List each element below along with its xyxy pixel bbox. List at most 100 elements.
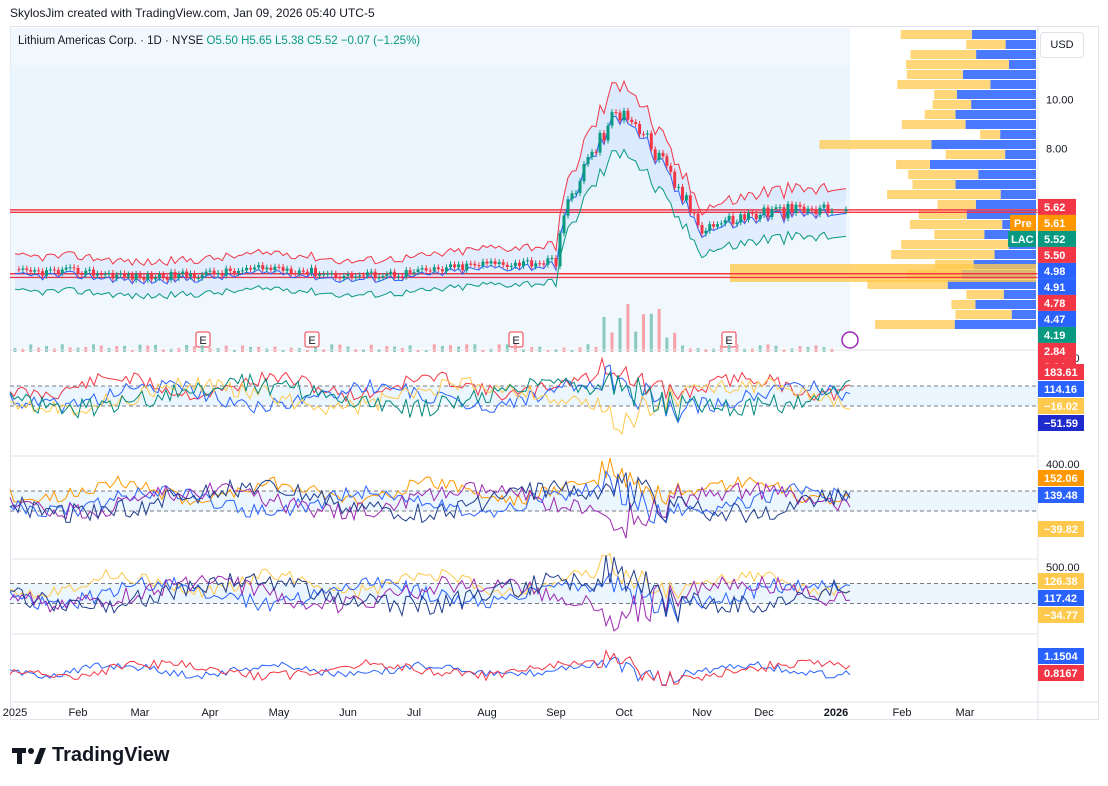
pane-value-tag <box>1038 607 1084 623</box>
volume-bar <box>154 344 158 352</box>
volume-bar <box>513 344 517 352</box>
tradingview-brand[interactable]: TradingView <box>12 744 169 767</box>
candle-body <box>509 265 513 267</box>
volume-profile-up-bar <box>1011 310 1036 319</box>
volume-bar <box>338 344 342 352</box>
time-tick-label: Jul <box>407 707 421 719</box>
candle-body <box>453 264 457 268</box>
volume-bar <box>130 349 134 352</box>
symbol-info: Lithium Americas Corp. · 1D · NYSE O5.50… <box>18 35 420 47</box>
volume-bar <box>330 344 334 352</box>
volume-profile-down-bar <box>966 40 1006 49</box>
candle-body <box>538 263 542 265</box>
volume-profile-down-bar <box>900 30 972 39</box>
volume-profile-up-bar <box>975 200 1036 209</box>
volume-bar <box>449 345 452 352</box>
volume-profile-down-bar <box>966 290 1004 299</box>
candle-body <box>481 261 485 266</box>
pane-value-text: −16.02 <box>1044 401 1078 413</box>
pre-market-label: Pre <box>1014 218 1032 230</box>
time-tick-label: Mar <box>131 707 150 719</box>
volume-profile-down-bar <box>909 220 1003 229</box>
oscillator-line <box>9 555 851 622</box>
volume-bar <box>758 345 762 352</box>
candle-body <box>794 204 798 214</box>
volume-bar <box>224 345 228 352</box>
low-value: L5.38 <box>274 35 304 47</box>
candle-body <box>314 267 318 276</box>
pane-value-tag <box>1038 487 1084 503</box>
candle-body <box>404 270 408 277</box>
candle-body <box>37 270 41 272</box>
volume-bar <box>416 349 420 352</box>
volume-profile-up-bar <box>976 50 1036 59</box>
pane-value-text: −36.78 <box>1044 507 1078 519</box>
time-tick-label: Sep <box>546 707 566 719</box>
candle-body <box>618 112 622 121</box>
volume-profile-up-bar <box>955 180 1036 189</box>
time-tick-label: Oct <box>615 707 632 719</box>
pane-value-tag <box>1038 590 1084 606</box>
candle-body <box>493 261 497 265</box>
time-tick-label: Jun <box>339 707 357 719</box>
volume-bar <box>123 345 126 352</box>
candle-body <box>277 266 281 268</box>
candle-body <box>582 164 586 182</box>
candle-body <box>33 270 37 272</box>
symbol-name: Lithium Americas Corp. · 1D · NYSE <box>18 35 204 47</box>
volume-bar <box>610 332 614 352</box>
chart-frame <box>10 26 1099 720</box>
open-value: O5.50 <box>206 35 238 47</box>
pane-value-tag <box>1038 470 1084 486</box>
candle-body <box>346 274 350 276</box>
candle-body <box>196 277 200 279</box>
volume-bar <box>626 304 630 352</box>
pane-value-text: −34.77 <box>1044 610 1078 622</box>
earnings-marker-label: E <box>512 335 519 347</box>
volume-profile-down-bar <box>901 120 966 129</box>
candle-body <box>157 274 161 278</box>
candle-body <box>505 264 509 267</box>
price-label-text: 4.19 <box>1044 330 1065 342</box>
volume-bar <box>185 344 189 352</box>
time-tick-label: Nov <box>692 707 712 719</box>
candle-body <box>747 212 750 220</box>
volume-profile-up-bar <box>994 250 1036 259</box>
candle-body <box>185 271 189 277</box>
candle-body <box>798 204 802 207</box>
volume-bar <box>99 345 103 352</box>
candle-body <box>526 260 530 262</box>
dividend-icon[interactable] <box>841 331 859 349</box>
price-label-tag <box>1038 246 1076 263</box>
volume-bar <box>546 349 550 352</box>
volume-profile-down-bar <box>896 160 930 169</box>
candle-body <box>578 181 582 193</box>
candle-body <box>830 211 834 213</box>
volume-profile-down-bar <box>906 70 963 79</box>
pane-value-text: 1.1504 <box>1044 651 1079 663</box>
candle-body <box>220 273 224 276</box>
basis-line <box>14 113 847 285</box>
candle-body <box>330 273 334 275</box>
volume-profile-up-bar <box>931 140 1036 149</box>
earnings-marker[interactable] <box>304 331 320 348</box>
price-label-text: 4.47 <box>1044 314 1065 326</box>
volume-bar <box>457 346 461 352</box>
volume-profile-up-bar <box>971 100 1036 109</box>
volume-bar <box>766 344 770 352</box>
candle-body <box>489 261 493 264</box>
candle-body <box>245 267 249 271</box>
candle-body <box>534 263 538 267</box>
volume-profile-down-bar <box>980 130 1001 139</box>
volume-bar <box>115 346 119 352</box>
time-tick-label: May <box>269 707 290 719</box>
candle-body <box>428 270 432 272</box>
candle-body <box>681 186 684 201</box>
currency-button[interactable]: USD <box>1040 32 1084 58</box>
candle-body <box>457 264 461 268</box>
oscillator-line <box>9 469 851 524</box>
candle-body <box>181 271 185 275</box>
volume-bar <box>45 346 48 352</box>
volume-profile-up-bar <box>947 280 1036 289</box>
